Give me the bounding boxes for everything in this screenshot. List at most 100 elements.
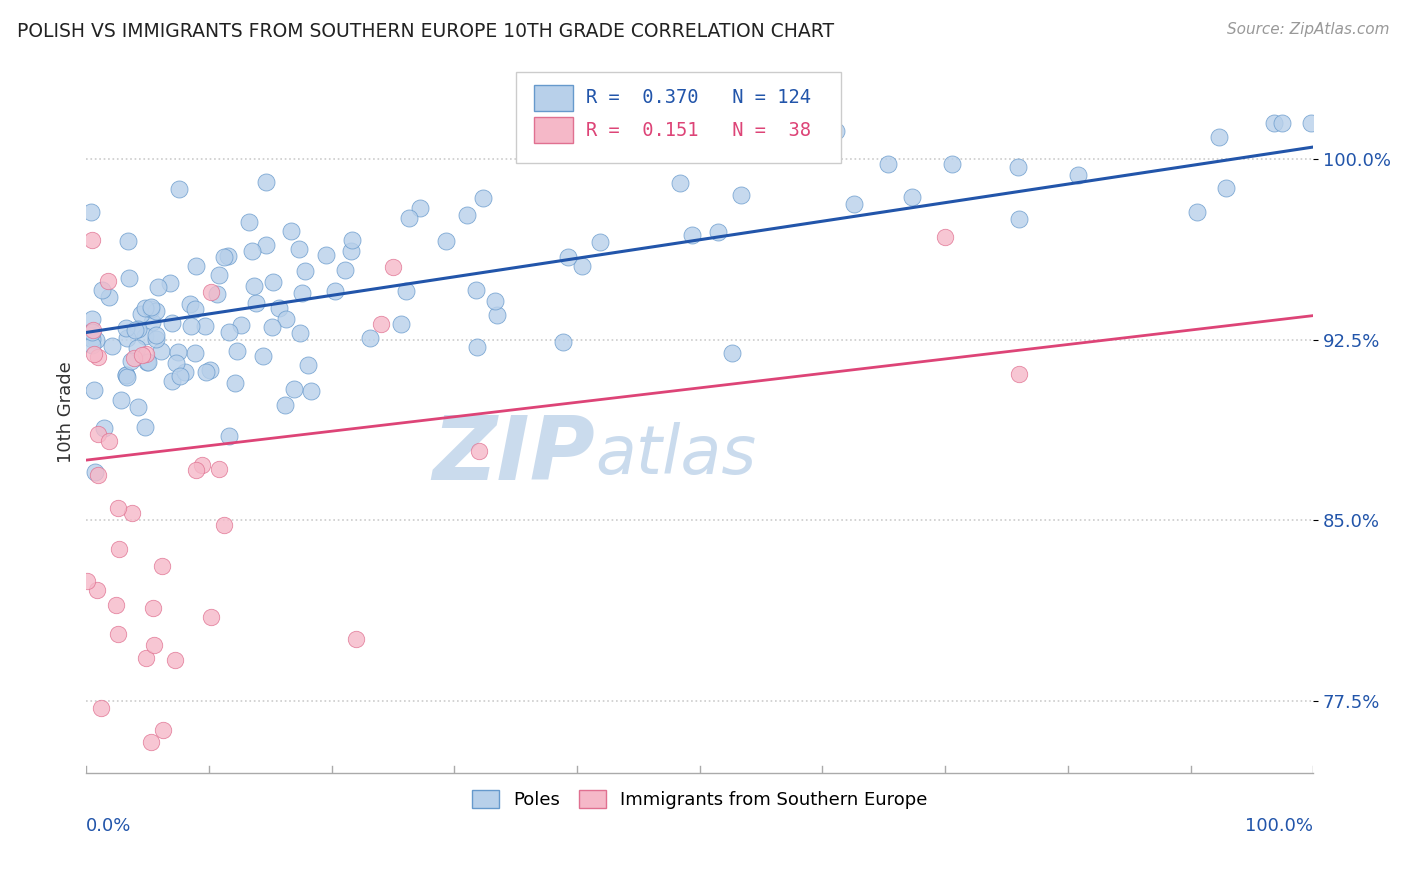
Point <box>149 344 172 359</box>
Point <box>465 283 488 297</box>
Text: 100.0%: 100.0% <box>1246 816 1313 835</box>
Point <box>83 384 105 398</box>
Point <box>901 190 924 204</box>
Point <box>131 347 153 361</box>
Point <box>86 427 108 442</box>
Point <box>299 384 322 398</box>
Point <box>409 201 432 215</box>
Point <box>135 347 157 361</box>
Point <box>108 542 131 557</box>
Point <box>118 270 141 285</box>
Point <box>217 249 239 263</box>
Point <box>290 326 312 341</box>
Point <box>84 333 107 347</box>
Point <box>681 228 703 243</box>
Point <box>218 326 240 340</box>
Point <box>97 274 120 288</box>
Point <box>226 343 249 358</box>
Point <box>100 339 122 353</box>
Point <box>208 462 231 476</box>
Point <box>76 574 98 588</box>
Point <box>1008 367 1031 381</box>
Point <box>825 124 848 138</box>
Point <box>142 601 165 615</box>
Point <box>212 518 235 533</box>
Point <box>191 458 214 472</box>
Point <box>254 238 277 252</box>
Point <box>129 307 152 321</box>
Point <box>557 250 579 264</box>
Point <box>471 191 494 205</box>
Point <box>160 316 183 330</box>
Point <box>359 331 381 345</box>
Point <box>97 434 120 448</box>
Point <box>82 338 104 352</box>
Point <box>274 398 297 412</box>
Point <box>134 301 156 315</box>
Point <box>159 276 181 290</box>
Point <box>344 632 367 647</box>
Point <box>243 279 266 293</box>
Point <box>456 208 478 222</box>
Point <box>333 263 356 277</box>
Point <box>179 297 201 311</box>
Point <box>1263 116 1285 130</box>
Point <box>114 368 136 383</box>
Point <box>342 234 364 248</box>
Point <box>260 320 283 334</box>
Point <box>288 242 311 256</box>
Point <box>121 506 143 520</box>
Point <box>125 341 148 355</box>
Point <box>256 175 278 189</box>
Point <box>707 226 730 240</box>
Point <box>194 318 217 333</box>
Point <box>200 285 222 299</box>
Point <box>484 293 506 308</box>
Point <box>97 291 120 305</box>
Point <box>340 244 363 259</box>
FancyBboxPatch shape <box>534 85 574 111</box>
Point <box>115 321 138 335</box>
Point <box>465 341 488 355</box>
Point <box>107 626 129 640</box>
Point <box>238 215 260 229</box>
Point <box>124 322 146 336</box>
Point <box>280 224 302 238</box>
FancyBboxPatch shape <box>516 72 841 162</box>
Point <box>90 701 112 715</box>
Point <box>294 263 316 277</box>
Point <box>115 331 138 345</box>
Point <box>1007 160 1029 174</box>
Point <box>218 429 240 443</box>
Point <box>136 355 159 369</box>
Point <box>394 284 416 298</box>
Text: R =  0.151   N =  38: R = 0.151 N = 38 <box>586 120 811 140</box>
Point <box>252 349 274 363</box>
Point <box>240 244 263 258</box>
Point <box>82 311 104 326</box>
Point <box>200 609 222 624</box>
Point <box>551 334 574 349</box>
Legend: Poles, Immigrants from Southern Europe: Poles, Immigrants from Southern Europe <box>465 782 935 816</box>
Point <box>291 286 314 301</box>
Point <box>87 468 110 483</box>
Point <box>83 465 105 479</box>
Point <box>877 157 900 171</box>
Point <box>721 345 744 359</box>
Point <box>730 188 752 202</box>
Point <box>135 355 157 369</box>
Point <box>1270 116 1292 130</box>
Point <box>142 638 165 652</box>
Point <box>107 500 129 515</box>
Point <box>141 315 163 329</box>
Point <box>468 444 491 458</box>
Point <box>83 347 105 361</box>
Point <box>150 559 173 574</box>
Point <box>127 400 149 414</box>
Point <box>184 259 207 273</box>
Point <box>82 332 104 346</box>
Point <box>163 653 186 667</box>
Text: ZIP: ZIP <box>433 412 596 499</box>
Point <box>842 197 865 211</box>
Text: atlas: atlas <box>596 422 756 488</box>
